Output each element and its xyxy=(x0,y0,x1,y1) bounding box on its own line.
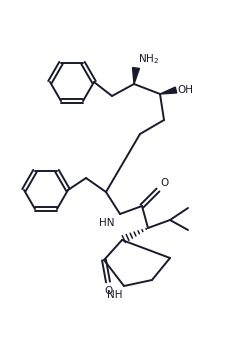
Text: HN: HN xyxy=(99,218,114,228)
Text: NH$_2$: NH$_2$ xyxy=(138,52,159,66)
Text: O: O xyxy=(104,286,112,296)
Text: OH: OH xyxy=(177,85,193,95)
Polygon shape xyxy=(132,68,139,84)
Polygon shape xyxy=(160,87,177,94)
Text: NH: NH xyxy=(107,290,122,300)
Text: O: O xyxy=(160,178,168,188)
